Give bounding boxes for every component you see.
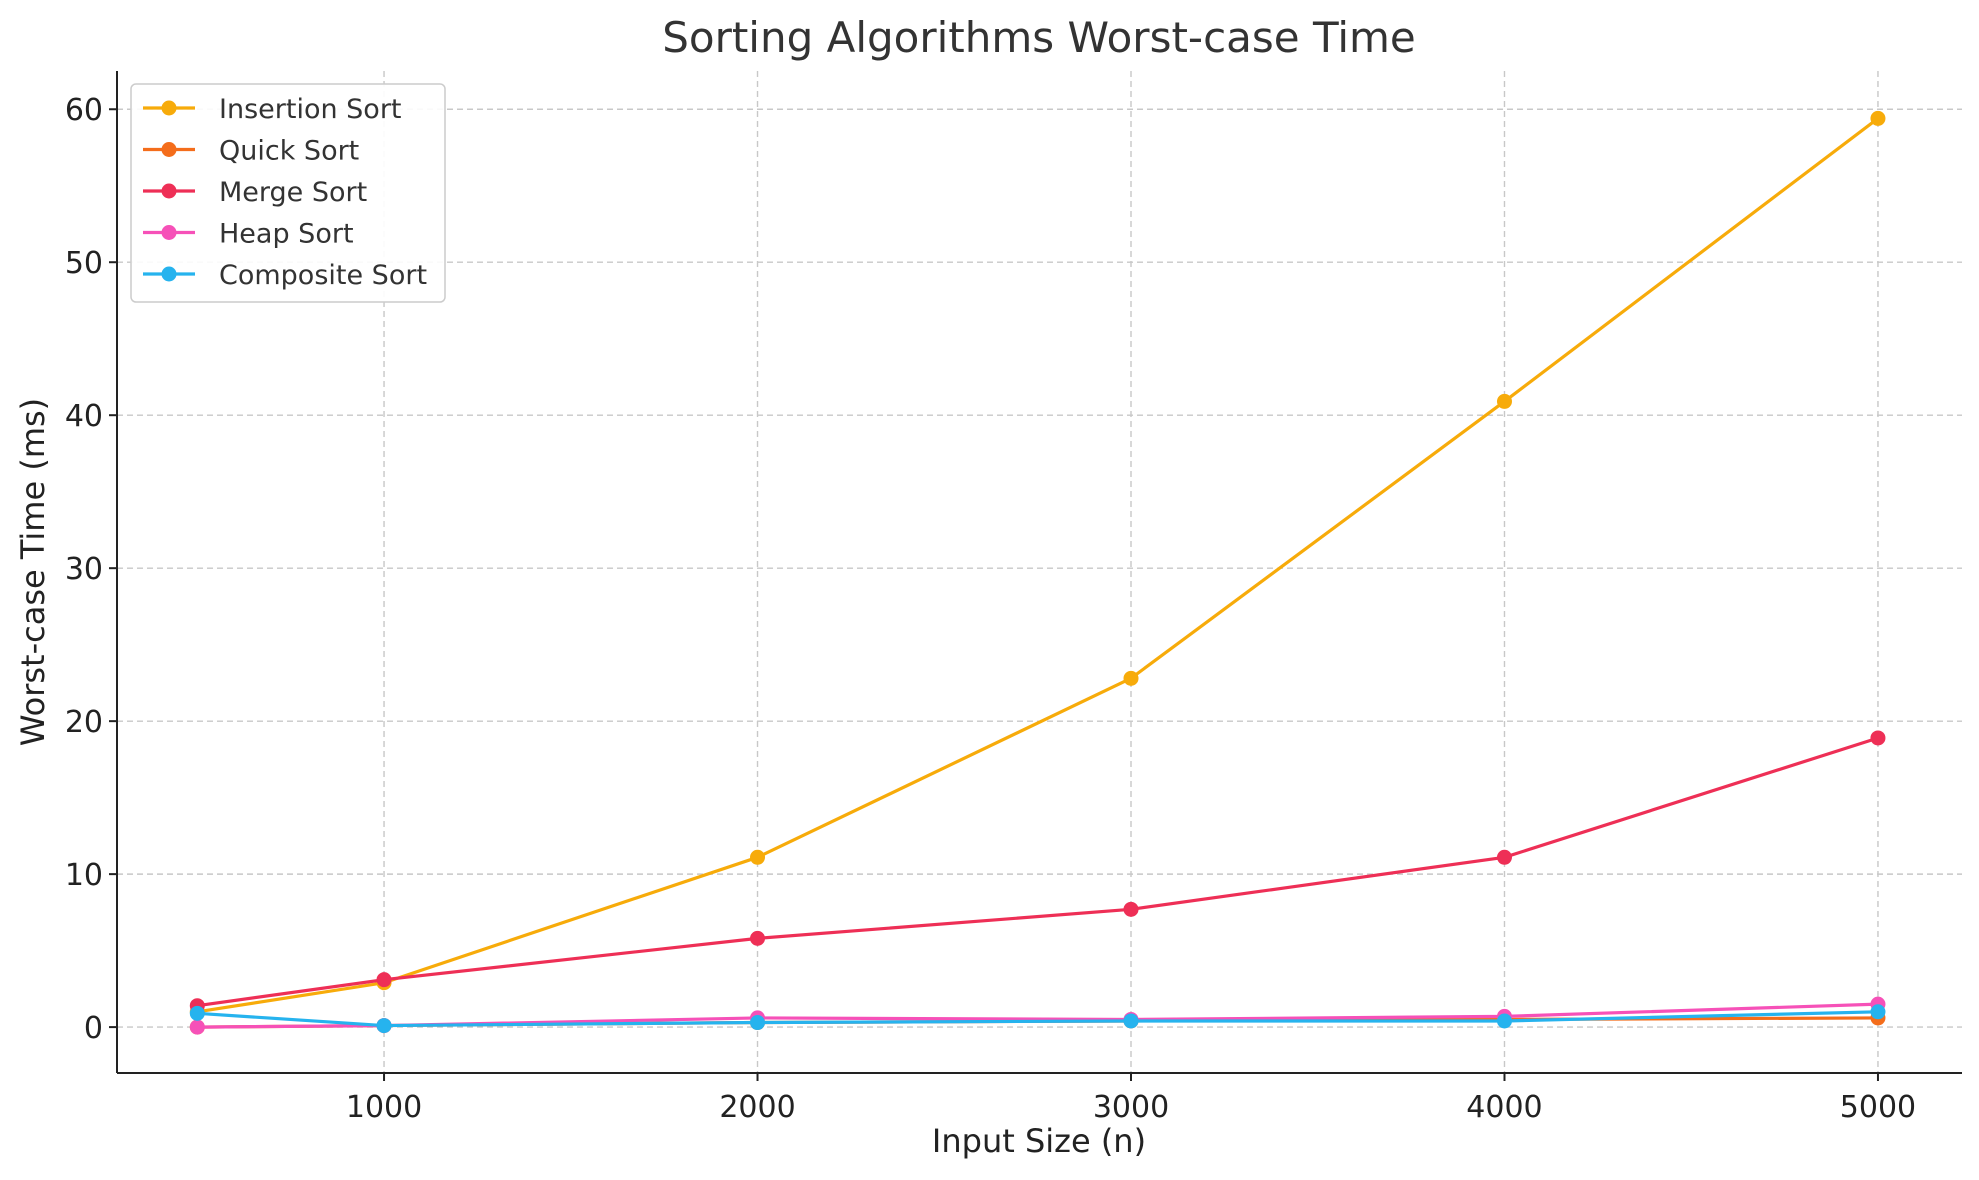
y-tick-label: 10 bbox=[65, 858, 103, 893]
data-point bbox=[1123, 901, 1139, 917]
series-composite-sort bbox=[189, 1004, 1886, 1034]
series-line bbox=[197, 117, 1879, 1014]
legend: Insertion Sort Quick Sort Merge Sort Heap S… bbox=[130, 83, 446, 303]
data-point bbox=[1123, 1013, 1139, 1029]
legend-marker bbox=[161, 142, 177, 157]
x-tick-label: 4000 bbox=[1466, 1090, 1542, 1125]
series-layer bbox=[189, 110, 1886, 1035]
legend-marker bbox=[161, 183, 177, 199]
legend-item: Composite Sort bbox=[143, 260, 427, 291]
x-tick-label: 5000 bbox=[1840, 1090, 1916, 1125]
series-line bbox=[197, 1010, 1879, 1028]
legend-label: Composite Sort bbox=[219, 260, 427, 291]
data-point bbox=[750, 1015, 766, 1031]
y-axis-label: Worst-case Time (ms) bbox=[14, 398, 52, 746]
data-point bbox=[189, 1019, 205, 1035]
data-point bbox=[189, 1005, 205, 1021]
legend-marker bbox=[161, 225, 177, 240]
legend-box bbox=[130, 83, 446, 303]
data-point bbox=[1123, 670, 1139, 686]
series-merge-sort bbox=[189, 730, 1886, 1014]
legend-label: Insertion Sort bbox=[219, 94, 402, 125]
legend-label: Merge Sort bbox=[219, 177, 367, 208]
data-point bbox=[1870, 1004, 1886, 1020]
axes bbox=[116, 71, 1962, 1074]
x-tick-label: 2000 bbox=[719, 1090, 795, 1125]
legend-label: Heap Sort bbox=[219, 219, 354, 250]
data-point bbox=[376, 972, 392, 988]
data-point bbox=[750, 849, 766, 865]
chart-title: Sorting Algorithms Worst-case Time bbox=[662, 13, 1416, 62]
legend-item: Merge Sort bbox=[143, 177, 367, 208]
y-tick-label: 50 bbox=[65, 246, 103, 281]
data-point bbox=[1496, 1013, 1512, 1029]
legend-item: Heap Sort bbox=[143, 219, 354, 250]
legend-item: Insertion Sort bbox=[143, 94, 402, 125]
x-axis-label: Input Size (n) bbox=[932, 1122, 1146, 1160]
data-point bbox=[1870, 110, 1886, 126]
legend-label: Quick Sort bbox=[219, 136, 359, 167]
legend-item: Quick Sort bbox=[143, 136, 359, 167]
series-insertion-sort bbox=[189, 110, 1886, 1020]
y-tick-label: 30 bbox=[65, 552, 103, 587]
data-point bbox=[750, 930, 766, 946]
data-point bbox=[1496, 393, 1512, 409]
series-heap-sort bbox=[189, 996, 1886, 1035]
series-line bbox=[197, 1002, 1879, 1029]
y-tick-label: 20 bbox=[65, 705, 103, 740]
data-point bbox=[1870, 730, 1886, 746]
series-line bbox=[197, 736, 1879, 1008]
y-tick-label: 40 bbox=[65, 399, 103, 434]
data-point bbox=[376, 1018, 392, 1034]
data-point bbox=[1496, 849, 1512, 865]
x-tick-label: 3000 bbox=[1093, 1090, 1169, 1125]
x-tick-label: 1000 bbox=[346, 1090, 422, 1125]
legend-marker bbox=[161, 100, 177, 116]
y-tick-label: 0 bbox=[84, 1011, 103, 1046]
legend-marker bbox=[161, 266, 177, 282]
tick-labels: 1000 2000 3000 4000 5000 0 10 20 30 40 50 60 bbox=[65, 93, 1916, 1125]
y-tick-label: 60 bbox=[65, 93, 103, 128]
